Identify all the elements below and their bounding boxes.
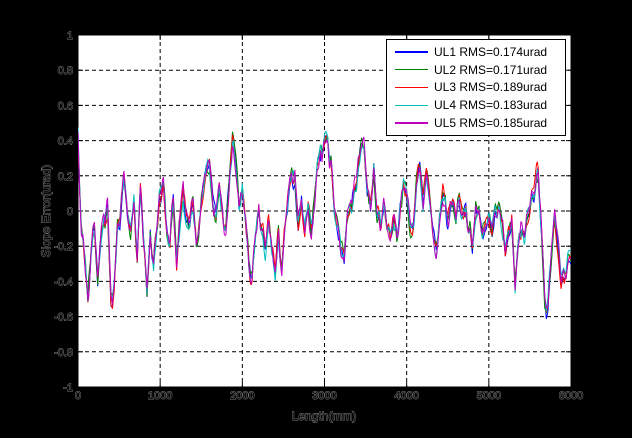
legend-entry-ul5: UL5 RMS=0.185urad — [395, 117, 565, 129]
legend-entry-ul4: UL4 RMS=0.183urad — [395, 99, 565, 111]
y-tick-label: 0.6 — [58, 100, 73, 112]
legend: UL1 RMS=0.174urad UL2 RMS=0.171urad UL3 … — [386, 39, 566, 136]
legend-label-ul1: UL1 RMS=0.174urad — [434, 44, 548, 59]
x-tick-label: 2000 — [230, 390, 254, 402]
tick-labels: 0 1000 2000 3000 4000 5000 6000 -1 -0.8 -0.6 -0.4 -… — [54, 30, 584, 403]
x-tick-label: 4000 — [394, 390, 418, 402]
legend-entry-ul1: UL1 RMS=0.174urad — [395, 46, 565, 58]
x-tick-label: 3000 — [312, 390, 336, 402]
legend-entry-ul3: UL3 RMS=0.189urad — [395, 81, 565, 93]
series-ul5-line — [78, 132, 571, 309]
y-tick-label: 0 — [67, 206, 73, 218]
legend-label-ul5: UL5 RMS=0.185urad — [434, 116, 548, 131]
legend-line-sample-ul4 — [395, 104, 428, 107]
legend-label-ul2: UL2 RMS=0.171urad — [434, 62, 548, 77]
y-axis-label: Slope Error(urad) — [39, 165, 53, 258]
x-tick-label: 0 — [75, 390, 81, 402]
data-series — [78, 127, 571, 320]
legend-line-sample-ul5 — [395, 122, 428, 124]
legend-line-sample-ul3 — [395, 86, 428, 89]
y-tick-label: 0.8 — [58, 65, 73, 77]
legend-entry-ul2: UL2 RMS=0.171urad — [395, 64, 565, 76]
legend-line-sample-ul2 — [395, 68, 428, 71]
y-tick-label: 0.2 — [58, 171, 73, 183]
y-tick-label: 1 — [67, 30, 73, 42]
y-tick-label: -0.4 — [54, 276, 73, 288]
legend-line-sample-ul1 — [395, 51, 428, 53]
y-tick-label: -1 — [63, 382, 73, 394]
x-tick-label: 5000 — [477, 390, 501, 402]
series-ul4-line — [78, 127, 571, 312]
legend-label-ul3: UL3 RMS=0.189urad — [434, 80, 548, 95]
y-tick-label: -0.2 — [54, 241, 73, 253]
legend-label-ul4: UL4 RMS=0.183urad — [434, 98, 548, 113]
x-axis-label: Length(mm) — [292, 409, 357, 423]
y-tick-label: 0.4 — [58, 136, 73, 148]
y-tick-label: -0.8 — [54, 347, 73, 359]
x-tick-label: 6000 — [559, 390, 583, 402]
y-tick-label: -0.6 — [54, 312, 73, 324]
x-tick-label: 1000 — [148, 390, 172, 402]
